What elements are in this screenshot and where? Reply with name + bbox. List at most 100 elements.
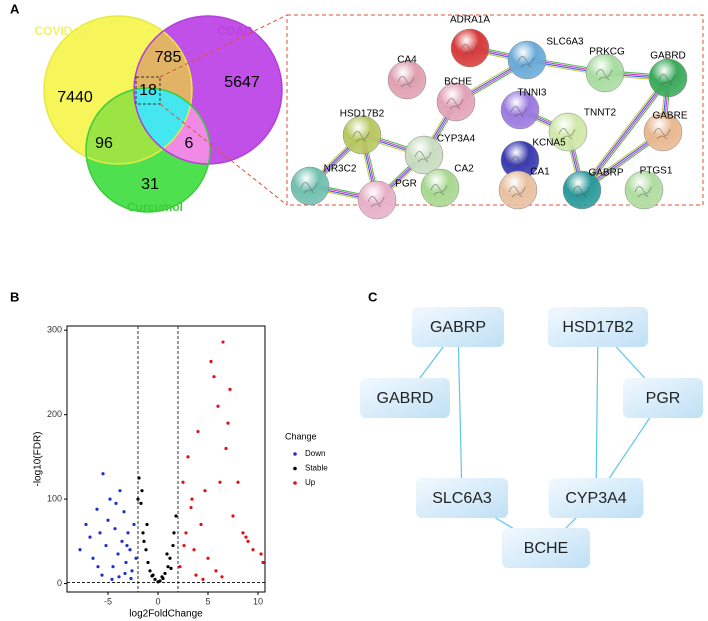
protein-node <box>342 115 382 155</box>
hub-node-label: CYP3A4 <box>565 490 626 507</box>
point <box>199 522 203 527</box>
protein-structure <box>446 98 464 110</box>
protein-structure <box>517 56 535 68</box>
venn-outline <box>43 15 193 165</box>
x-axis-title: log2FoldChange <box>129 609 203 620</box>
protein-node <box>585 53 625 93</box>
point <box>130 569 134 573</box>
point <box>139 501 143 505</box>
legend-swatch <box>293 481 297 485</box>
legend-label: Stable <box>305 464 328 473</box>
x-tick-label: 10 <box>253 596 263 606</box>
hub-network: GABRP HSD17B2 GABRD PGR SLC6A3 CYP3A4 BCHE <box>360 307 703 568</box>
protein-structure <box>653 128 671 140</box>
point <box>221 340 225 344</box>
panel-label: B <box>10 289 19 304</box>
point <box>117 575 121 579</box>
hub-node <box>548 478 644 518</box>
point <box>220 575 224 579</box>
protein-node <box>357 180 397 220</box>
node-label: KCNA5 <box>532 138 566 149</box>
point <box>116 552 120 556</box>
point <box>113 527 117 531</box>
node-label: TNNI3 <box>518 88 547 99</box>
hub-node <box>416 478 508 518</box>
point <box>142 539 146 543</box>
protein-node <box>290 166 330 206</box>
protein-node <box>420 168 460 208</box>
venn-outline <box>85 87 211 213</box>
point <box>145 522 149 527</box>
point <box>125 543 129 548</box>
point <box>201 577 205 581</box>
point <box>186 455 190 459</box>
point <box>190 497 194 501</box>
point <box>181 480 185 484</box>
hub-node <box>623 378 703 418</box>
plot-frame <box>66 325 266 593</box>
protein-node <box>624 170 664 210</box>
node-label: GABRD <box>650 51 686 62</box>
edge <box>582 78 670 191</box>
point <box>169 566 173 570</box>
point <box>153 577 157 581</box>
node-label: PRKCG <box>589 47 625 58</box>
network-frame <box>286 14 704 206</box>
legend-swatch <box>293 466 297 471</box>
node-label: NR3C2 <box>324 164 357 175</box>
point <box>78 548 82 552</box>
hub-node-label: BCHE <box>524 540 568 557</box>
node-label: BCHE <box>444 77 472 88</box>
protein-structure <box>572 186 590 198</box>
hub-node-label: HSD17B2 <box>562 319 633 336</box>
point <box>261 560 265 565</box>
point <box>178 565 182 569</box>
point <box>194 573 198 577</box>
protein-node <box>450 28 490 68</box>
point <box>100 573 104 577</box>
protein-structure <box>352 131 370 143</box>
protein-node <box>498 170 538 210</box>
zoom-box <box>135 76 161 105</box>
point <box>236 480 240 484</box>
point <box>98 531 102 535</box>
point <box>161 576 165 581</box>
point <box>96 565 100 569</box>
point <box>150 574 154 578</box>
point <box>189 505 193 510</box>
point <box>246 539 250 543</box>
point <box>166 565 170 569</box>
point <box>141 531 145 535</box>
protein-structure <box>460 44 478 56</box>
panel-label: C <box>368 289 378 304</box>
point <box>171 543 175 548</box>
legend-swatch <box>293 452 297 456</box>
point <box>91 556 95 560</box>
point <box>108 497 112 501</box>
zoom-line <box>159 14 288 78</box>
point <box>129 576 133 581</box>
point <box>136 497 140 501</box>
point <box>120 539 124 543</box>
protein-node <box>500 90 540 130</box>
point <box>165 552 169 556</box>
point <box>128 548 132 552</box>
point <box>126 531 130 535</box>
point <box>214 569 218 573</box>
point <box>168 556 172 560</box>
node-label: TNNT2 <box>584 108 617 119</box>
venn-count: 5647 <box>224 74 260 91</box>
x-tick-label: 5 <box>205 596 210 606</box>
volcano-plot: -5 0 5 100100200300log2FoldChange-log10(FDR… <box>33 325 329 620</box>
point <box>244 535 248 539</box>
point <box>163 571 167 576</box>
point <box>140 489 144 493</box>
point <box>104 543 108 548</box>
hub-node <box>502 528 590 568</box>
point <box>122 510 126 514</box>
protein-structure <box>508 186 526 198</box>
point <box>206 556 210 560</box>
point <box>203 489 207 493</box>
point <box>174 514 178 518</box>
